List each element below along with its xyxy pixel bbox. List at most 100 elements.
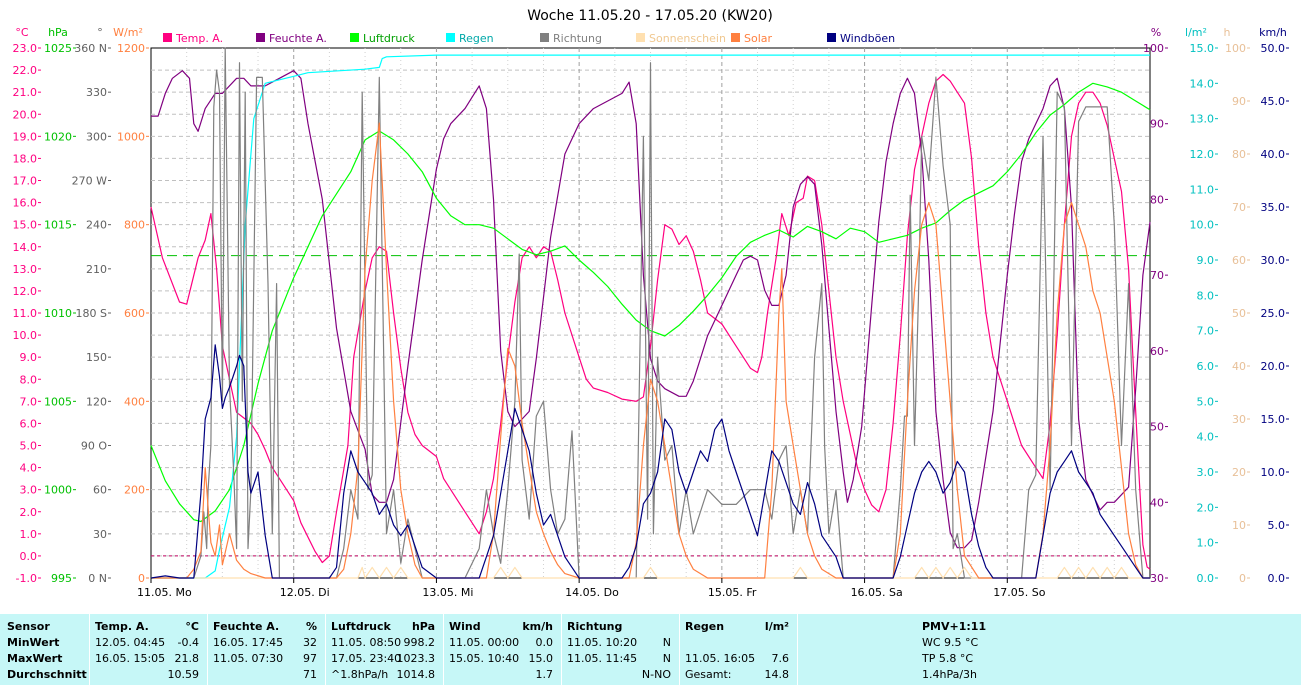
tick-label-solar: 600 (124, 307, 145, 320)
tick-label-pressure: 1000 (44, 484, 72, 497)
tick-label-wind: 45.0 (1261, 95, 1286, 108)
tick-label-rain: 14.0 (1190, 77, 1215, 90)
stats-wind-min-time: 11.05. 00:00 (449, 636, 520, 649)
legend-label: Solar (744, 32, 773, 45)
tick-label-solar: 0 (138, 572, 145, 585)
tick-label-rain: 2.0 (1197, 501, 1215, 514)
stats-col-pressure: Luftdruck hPa 11.05. 08:50 998.2 17.05. … (325, 614, 443, 685)
stats-wind-max-time: 15.05. 10:40 (449, 652, 520, 665)
tick-label-pressure: 995 (51, 572, 72, 585)
stats-col-sensor: Sensor MinWert MaxWert Durchschnitt (0, 614, 89, 685)
axis-unit-solar: W/m² (113, 26, 143, 39)
axis-unit-temp: °C (15, 26, 29, 39)
tick-label-direction: 180 S (76, 307, 107, 320)
axis-unit-humidity: % (1151, 26, 1161, 39)
tick-label-pressure: 1005 (44, 395, 72, 408)
tick-label-temp: 16.0 (13, 197, 38, 210)
stats-pressure-trend: ^1.8hPa/h (331, 668, 389, 681)
tick-label-rain: 8.0 (1197, 289, 1215, 302)
tick-label-sunshine: 80 (1232, 148, 1246, 161)
legend-label: Luftdruck (363, 32, 415, 45)
series-line-feuchte-a (151, 70, 1151, 549)
axis-unit-rain: l/m² (1185, 26, 1207, 39)
stats-direction-max-value: N (662, 652, 671, 665)
tick-label-humidity: 30 (1150, 572, 1164, 585)
tick-label-direction: 360 N (74, 42, 107, 55)
stats-wind-max-value: 15.0 (528, 652, 554, 665)
tick-label-temp: 3.0 (20, 484, 38, 497)
legend-swatch (731, 33, 740, 42)
tick-label-wind: 50.0 (1261, 42, 1286, 55)
stats-row-label-avg: Durchschnitt (7, 668, 87, 681)
tick-label-temp: 6.0 (20, 417, 38, 430)
stats-wind-min-value: 0.0 (535, 636, 554, 649)
stats-header-sensor: Sensor (7, 620, 50, 633)
tick-label-direction: 240 (86, 219, 107, 232)
stats-header-rain: Regen (685, 620, 725, 633)
series-line-sonnenschein (151, 566, 1150, 579)
stats-unit-pressure: hPa (411, 620, 435, 633)
tick-label-solar: 400 (124, 395, 145, 408)
stats-humidity-avg-value: 71 (303, 668, 317, 681)
tick-label-direction: 270 W (72, 175, 107, 188)
tick-label-temp: 9.0 (20, 351, 38, 364)
x-tick-label: 16.05. Sa (851, 586, 903, 599)
stats-header-wind: Wind (449, 620, 481, 633)
tick-label-wind: 20.0 (1261, 360, 1286, 373)
tick-label-humidity: 100 (1143, 42, 1164, 55)
tick-label-wind: 40.0 (1261, 148, 1286, 161)
x-tick-label: 14.05. Do (565, 586, 619, 599)
stats-col-humidity: Feuchte A. % 16.05. 17:45 32 11.05. 07:3… (207, 614, 325, 685)
axis-unit-sunshine: h (1224, 26, 1231, 39)
tick-label-direction: 0 N (88, 572, 107, 585)
tick-label-temp: 10.0 (13, 329, 38, 342)
tick-label-temp: 11.0 (13, 307, 38, 320)
tick-label-rain: 15.0 (1190, 42, 1215, 55)
tick-label-solar: 1200 (117, 42, 145, 55)
tick-label-temp: 1.0 (20, 528, 38, 541)
stats-table: Sensor MinWert MaxWert Durchschnitt Temp… (0, 614, 1301, 685)
stats-pressure-max-value: 1023.3 (396, 652, 436, 665)
legend-label: Windböen (840, 32, 895, 45)
tick-label-temp: 14.0 (13, 241, 38, 254)
tick-label-humidity: 50 (1150, 421, 1164, 434)
tick-label-temp: 4.0 (20, 462, 38, 475)
stats-unit-wind: km/h (522, 620, 553, 633)
stats-col-wind: Wind km/h 11.05. 00:00 0.0 15.05. 10:40 … (443, 614, 561, 685)
tick-label-sunshine: 70 (1232, 201, 1246, 214)
tick-label-sunshine: 60 (1232, 254, 1246, 267)
tick-label-temp: 19.0 (13, 130, 38, 143)
stats-header-humidity: Feuchte A. (213, 620, 280, 633)
x-tick-label: 17.05. So (993, 586, 1045, 599)
axis-unit-pressure: hPa (48, 26, 68, 39)
tick-label-wind: 15.0 (1261, 413, 1286, 426)
tick-label-solar: 800 (124, 219, 145, 232)
stats-humidity-max-time: 11.05. 07:30 (213, 652, 284, 665)
stats-humidity-max-value: 97 (303, 652, 317, 665)
stats-rain-max-time: 11.05. 16:05 (685, 652, 756, 665)
tick-label-temp: 22.0 (13, 64, 38, 77)
stats-wind-avg-value: 1.7 (535, 668, 554, 681)
tick-label-humidity: 80 (1150, 193, 1164, 206)
legend-label: Regen (459, 32, 494, 45)
axis-unit-wind: km/h (1259, 26, 1287, 39)
stats-temp-max-value: 21.8 (174, 652, 200, 665)
tick-label-direction: 210 (86, 263, 107, 276)
tick-label-pressure: 1020 (44, 130, 72, 143)
tick-label-solar: 200 (124, 484, 145, 497)
tick-label-direction: 30 (93, 528, 107, 541)
x-tick-label: 11.05. Mo (137, 586, 192, 599)
stats-unit-rain: l/m² (764, 620, 789, 633)
legend-swatch (350, 33, 359, 42)
legend-swatch (163, 33, 172, 42)
tick-label-solar: 1000 (117, 130, 145, 143)
stats-direction-avg-value: N-NO (641, 668, 671, 681)
series-line-luftdruck (150, 82, 1151, 523)
tick-label-sunshine: 100 (1225, 42, 1246, 55)
legend-label: Sonnenschein (649, 32, 726, 45)
tick-label-temp: 23.0 (13, 42, 38, 55)
stats-pmv-windchill: WC 9.5 °C (922, 636, 979, 649)
legend-label: Richtung (553, 32, 602, 45)
stats-header-temp: Temp. A. (95, 620, 149, 633)
tick-label-sunshine: 90 (1232, 95, 1246, 108)
